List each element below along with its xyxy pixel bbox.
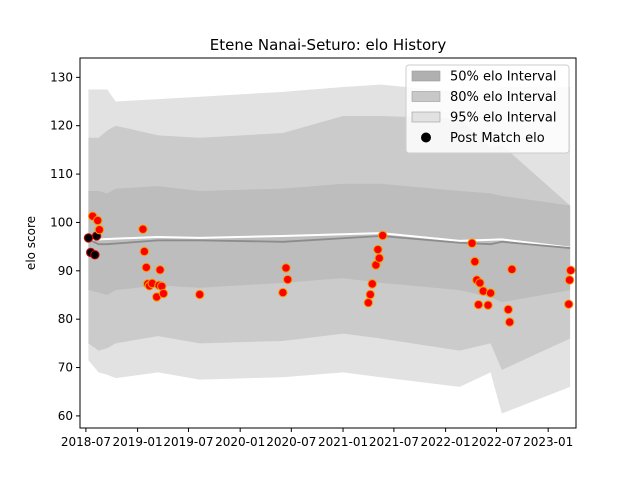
plot-inner bbox=[83, 84, 576, 414]
post-match-elo-point bbox=[139, 246, 150, 257]
legend-label: Post Match elo bbox=[450, 131, 545, 146]
plot-area: 60 70 80 90 100 110 120 130 2018-07 2019-01 2019-0… bbox=[50, 57, 577, 449]
x-tick-label: 2018-07 bbox=[61, 435, 111, 449]
legend-label: 50% elo Interval bbox=[450, 70, 557, 85]
x-tick-label: 2020-01 bbox=[215, 435, 265, 449]
legend-label: 95% elo Interval bbox=[450, 111, 557, 126]
post-match-elo-point bbox=[475, 278, 485, 288]
x-tick-label: 2019-07 bbox=[163, 435, 213, 449]
post-match-elo-point bbox=[565, 265, 576, 276]
y-tick-label: 110 bbox=[50, 167, 73, 181]
post-match-elo-point bbox=[158, 288, 169, 299]
y-tick-label: 80 bbox=[58, 312, 73, 326]
post-match-elo-point bbox=[282, 274, 293, 285]
post-match-elo-point bbox=[377, 230, 388, 241]
y-tick-label: 60 bbox=[58, 409, 73, 423]
x-tick-label: 2020-07 bbox=[266, 435, 316, 449]
x-tick-label: 2023-01 bbox=[523, 435, 573, 449]
post-match-elo-point bbox=[94, 224, 105, 235]
legend-swatch bbox=[411, 111, 441, 123]
post-match-elo-point bbox=[507, 264, 517, 275]
series-line-1 bbox=[88, 232, 571, 249]
y-tick-label: 90 bbox=[58, 264, 73, 278]
post-match-elo-point bbox=[563, 299, 574, 309]
legend-label: 80% elo Interval bbox=[450, 90, 557, 105]
y-tick-label: 100 bbox=[50, 215, 73, 229]
axes-frame bbox=[79, 57, 577, 429]
post-match-elo-point bbox=[485, 288, 496, 298]
post-match-elo-point bbox=[473, 299, 484, 310]
y-tick-label: 70 bbox=[58, 361, 73, 375]
post-match-elo-point bbox=[467, 238, 477, 248]
post-match-elo-point bbox=[503, 304, 513, 315]
post-match-elo-point bbox=[363, 298, 374, 308]
y-axis-label: elo score bbox=[24, 216, 38, 270]
x-tick-label: 2019-01 bbox=[113, 435, 163, 449]
post-match-elo-point bbox=[278, 287, 288, 298]
chart-title: Etene Nanai-Seturo: elo History bbox=[210, 36, 447, 54]
post-match-elo-point bbox=[483, 300, 493, 310]
legend: 50% elo Interval 80% elo Interval 95% elo … bbox=[405, 64, 570, 154]
post-match-elo-point bbox=[141, 262, 152, 273]
post-match-elo-point bbox=[138, 224, 148, 234]
post-match-elo-point bbox=[373, 244, 383, 255]
post-match-elo-point bbox=[470, 256, 480, 267]
post-match-elo-point bbox=[367, 279, 377, 289]
legend-swatch bbox=[411, 70, 441, 82]
x-tick-label: 2022-01 bbox=[421, 435, 471, 449]
x-tick-label: 2021-01 bbox=[318, 435, 368, 449]
post-match-elo-point bbox=[374, 253, 384, 263]
x-tick-label: 2021-07 bbox=[369, 435, 419, 449]
legend-swatch bbox=[411, 91, 441, 102]
post-match-elo-point bbox=[564, 275, 575, 285]
legend-marker bbox=[421, 132, 431, 143]
post-match-elo-point bbox=[90, 250, 100, 260]
y-tick-label: 130 bbox=[50, 70, 73, 84]
post-match-elo-point bbox=[281, 263, 291, 273]
post-match-elo-point bbox=[155, 265, 165, 275]
legend-box bbox=[405, 64, 570, 154]
post-match-elo-point bbox=[93, 215, 103, 226]
y-tick-label: 120 bbox=[50, 119, 73, 133]
series-line-2 bbox=[88, 235, 571, 249]
post-match-elo-point bbox=[504, 317, 515, 327]
post-match-elo-point bbox=[83, 233, 94, 243]
band-50-elo-interval bbox=[88, 183, 571, 303]
x-tick-label: 2022-07 bbox=[471, 435, 521, 449]
post-match-elo-point bbox=[365, 289, 375, 300]
post-match-elo-point bbox=[195, 289, 205, 300]
